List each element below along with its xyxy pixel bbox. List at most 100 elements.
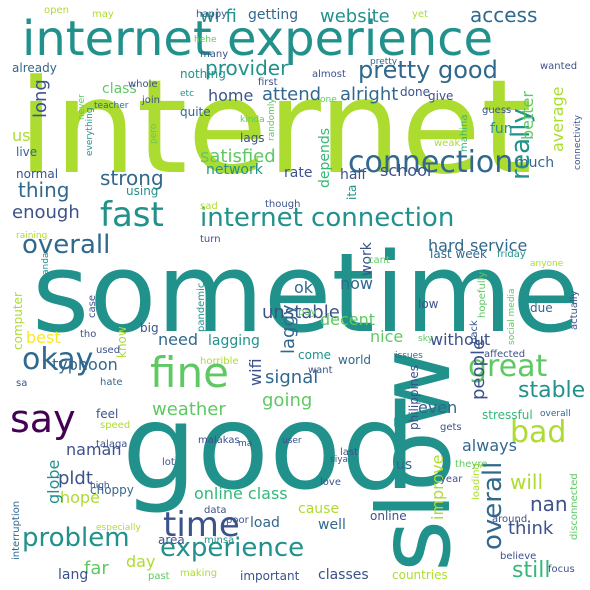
word-love: love [320, 477, 341, 488]
word-overall: overall [478, 461, 508, 550]
word-teacher: teacher [94, 101, 129, 111]
word-far: far [84, 558, 109, 579]
word-guess: guess [482, 105, 512, 116]
word-almost: almost [312, 69, 346, 80]
word-network: network [206, 162, 263, 178]
word-one: one [320, 95, 337, 105]
word-will: will [510, 470, 544, 494]
word-weak: weak [434, 138, 461, 149]
word-everything: everything [85, 107, 95, 156]
word-us: us [396, 457, 413, 473]
word-thing: thing [18, 178, 70, 202]
word-live: live [16, 145, 38, 159]
word-overall: overall [22, 230, 111, 260]
word-enough: enough [12, 202, 80, 223]
word-load: load [250, 515, 280, 531]
word-bad: bad [510, 415, 567, 450]
word-tho: tho [80, 329, 97, 340]
word-hate: hate [100, 377, 123, 388]
word-typhoon: typhoon [52, 355, 118, 374]
word-countries: countries [392, 568, 448, 582]
word-need: need [158, 330, 198, 349]
word-gets: gets [440, 422, 462, 433]
word-unstable: unstable [262, 302, 340, 323]
word-wanted: wanted [540, 61, 578, 72]
word-actually: actually [569, 290, 580, 331]
word-day: day [126, 552, 156, 571]
word-signal: signal [265, 367, 319, 388]
word-connectivity: connectivity [573, 114, 583, 170]
word-fast: fast [100, 195, 164, 235]
word-long: long [30, 79, 51, 118]
word-naman: naman [66, 440, 122, 459]
word-quite: quite [180, 105, 211, 119]
word-especially: especially [96, 523, 141, 533]
word-pldt: pldt [58, 468, 93, 489]
word-provider: provider [205, 56, 289, 80]
word-sometime: sometime [32, 229, 580, 357]
word-user: user [282, 436, 302, 446]
word-may: may [92, 9, 114, 20]
word-cause: cause [298, 501, 340, 517]
word-yet: yet [412, 9, 428, 20]
word-raining: raining [16, 231, 48, 241]
word-getting: getting [248, 7, 299, 23]
word-sa: sa [16, 378, 28, 389]
word-nan: nan [530, 492, 568, 516]
word-home: home [208, 86, 254, 105]
word-still: still [512, 558, 551, 583]
word-last-week: last week [430, 247, 487, 261]
word-online: online [370, 509, 407, 523]
word-speed: speed [100, 420, 131, 431]
word-computer: computer [11, 292, 25, 350]
word-whole: whole [128, 79, 158, 90]
word-hard: hard [428, 236, 465, 255]
word-theyre: theyre [455, 459, 488, 470]
word-experience: experience [160, 533, 305, 563]
word-school: school [380, 161, 432, 180]
word-issues: issues [395, 351, 423, 361]
word-well: well [318, 517, 346, 533]
word-nothing: nothing [180, 67, 226, 81]
word-interruption: interruption [11, 500, 22, 560]
word-satisfied: satisfied [200, 146, 276, 167]
word-first: first [258, 77, 278, 88]
word-important: important [240, 569, 300, 583]
word-time: time [163, 505, 240, 545]
word-half: half [340, 167, 367, 183]
word-hehe: hehe [194, 35, 217, 45]
word-depends: depends [317, 127, 333, 188]
word-hopefully: hopefully [477, 271, 488, 318]
word-fine: fine [150, 348, 229, 397]
word-improve: improve [428, 454, 447, 520]
word-past: past [148, 571, 170, 582]
word-weather: weather [152, 399, 226, 420]
word-turn: turn [200, 234, 221, 245]
word-always: always [462, 436, 517, 455]
word-wi-fi: wi fi [200, 6, 237, 27]
word-high: high [90, 481, 110, 491]
word-anyone: anyone [530, 259, 564, 269]
word-good: good [122, 378, 417, 516]
word-best: best [26, 328, 61, 347]
word-data: data [204, 505, 227, 516]
word-rate: rate [284, 165, 313, 181]
word-used: used [96, 345, 121, 356]
word-malakas: malakas [198, 435, 240, 446]
word-pay: pay [298, 307, 317, 318]
word-world: world [338, 353, 372, 367]
word-sky: sky [418, 334, 433, 344]
word-decent: decent [320, 310, 376, 329]
word-making: making [180, 568, 218, 579]
word-ma: ma [238, 439, 253, 449]
word-stressful: stressful [482, 408, 533, 422]
word-case: case [87, 295, 98, 318]
word-stable: stable [518, 378, 586, 403]
word-internet-connection: internet connection [200, 203, 455, 233]
word-pretty: pretty [370, 57, 398, 67]
word-siya: siya [330, 455, 349, 465]
word-etc: etc [180, 89, 195, 99]
word-even: even [418, 398, 458, 417]
word-horrible: horrible [200, 356, 239, 367]
word-nice: nice [370, 327, 404, 346]
